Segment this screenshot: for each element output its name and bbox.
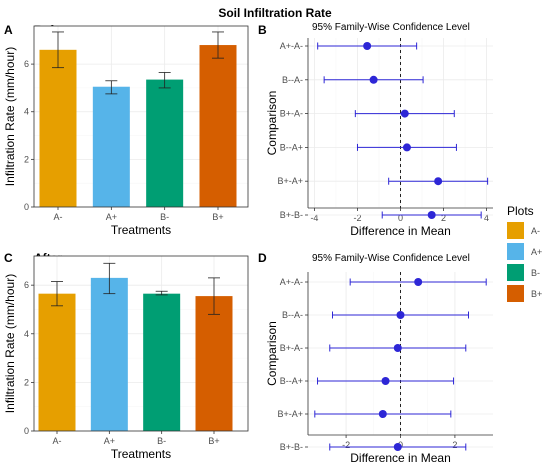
x-tick-label: 2 xyxy=(452,440,457,450)
estimate-point xyxy=(427,211,436,219)
y-tick-label: 4 xyxy=(24,329,29,339)
plot-frame xyxy=(33,25,249,208)
estimate-point xyxy=(369,75,378,84)
y-tick-label: B--A+ xyxy=(280,376,303,386)
y-tick-label: 4 xyxy=(24,107,29,117)
x-tick-label: 2 xyxy=(441,213,446,223)
y-tick-label: B+-A+ xyxy=(277,409,303,419)
legend-swatch-A+ xyxy=(507,243,524,260)
panel-letter: B xyxy=(258,23,267,37)
legend-swatch-B+ xyxy=(507,285,524,302)
bar-B+ xyxy=(195,296,233,431)
bar-A+ xyxy=(90,277,128,431)
y-tick-label: 0 xyxy=(24,426,29,436)
legend-label: B- xyxy=(531,268,540,278)
y-tick-label: 0 xyxy=(24,202,29,212)
x-tick-label: -4 xyxy=(310,213,318,223)
x-tick-label: 0 xyxy=(398,213,403,223)
bar-B- xyxy=(143,293,181,431)
bar-A- xyxy=(38,293,76,431)
y-tick-label: B+-B- xyxy=(280,210,303,220)
bar-A+ xyxy=(92,86,130,207)
x-tick-label: -2 xyxy=(353,213,361,223)
y-tick-label: B+-A- xyxy=(280,343,303,353)
panel-c: CAfter0246A-A+B-B+TreatmentsInfiltration… xyxy=(3,251,249,461)
y-tick-label: 2 xyxy=(24,377,29,387)
legend-label: B+ xyxy=(531,289,542,299)
estimate-point xyxy=(393,344,402,352)
x-axis-label: Difference in Mean xyxy=(350,224,451,238)
panel-letter: D xyxy=(258,251,267,265)
estimate-point xyxy=(363,42,372,50)
bar-B+ xyxy=(199,45,237,208)
y-tick-label: 6 xyxy=(24,280,29,290)
estimate-point xyxy=(393,443,402,451)
x-tick-label: B+ xyxy=(208,436,219,446)
panel-d: D95% Family-Wise Confidence Level-202A+-… xyxy=(258,251,493,465)
legend-label: A+ xyxy=(531,247,542,257)
x-tick-label: B+ xyxy=(212,212,223,222)
y-tick-label: B+-B- xyxy=(280,442,303,452)
legend-swatch-A- xyxy=(507,222,524,239)
y-tick-label: B--A- xyxy=(282,310,303,320)
x-tick-label: A+ xyxy=(106,212,117,222)
estimate-point xyxy=(378,410,387,418)
x-tick-label: B- xyxy=(160,212,169,222)
x-tick-label: B- xyxy=(157,436,166,446)
y-axis-label: Infiltration Rate (mm/hour) xyxy=(3,47,17,186)
y-tick-label: B+-A+ xyxy=(277,176,303,186)
y-tick-label: B--A+ xyxy=(280,142,303,152)
x-tick-label: 4 xyxy=(484,213,489,223)
panel-b: B 95% Family-Wise Confidence Level -4 -2 0 2 4… xyxy=(258,22,493,238)
legend: Plots A- A+ B- B+ xyxy=(507,204,542,302)
y-tick-label: A+-A- xyxy=(280,41,303,51)
estimate-point xyxy=(381,377,390,385)
bar-A- xyxy=(39,49,77,207)
x-axis-label: Difference in Mean xyxy=(350,451,451,465)
legend-swatch-B- xyxy=(507,264,524,281)
panel-a: ABefore0246A-A+B-B+TreatmentsInfiltratio… xyxy=(3,23,249,237)
panel-title: 95% Family-Wise Confidence Level xyxy=(312,22,470,33)
y-tick-label: A+-A- xyxy=(280,277,303,287)
estimate-point xyxy=(402,143,411,152)
x-tick-label: A- xyxy=(54,212,63,222)
estimate-point xyxy=(414,278,423,286)
x-tick-label: -2 xyxy=(342,440,350,450)
panel-title: 95% Family-Wise Confidence Level xyxy=(312,253,470,264)
y-tick-label: 2 xyxy=(24,154,29,164)
x-tick-label: A- xyxy=(53,436,62,446)
estimate-point xyxy=(396,311,405,319)
plot-frame xyxy=(33,255,249,432)
panel-letter: C xyxy=(4,251,13,265)
figure-title: Soil Infiltration Rate xyxy=(218,6,332,20)
x-axis-label: Treatments xyxy=(111,447,171,461)
legend-title: Plots xyxy=(507,204,534,218)
y-axis-label: Comparison xyxy=(265,91,279,156)
estimate-point xyxy=(434,177,443,186)
estimate-point xyxy=(400,109,409,118)
y-tick-label: B--A- xyxy=(282,75,303,85)
panel-letter: A xyxy=(4,23,13,37)
y-axis-label: Infiltration Rate (mm/hour) xyxy=(3,274,17,413)
y-tick-label: B+-A- xyxy=(280,109,303,119)
bar-B- xyxy=(146,79,184,207)
legend-label: A- xyxy=(531,226,540,236)
x-tick-label: A+ xyxy=(104,436,115,446)
y-tick-label: 6 xyxy=(24,59,29,69)
y-axis-label: Comparison xyxy=(265,321,279,386)
x-axis-label: Treatments xyxy=(111,223,171,237)
